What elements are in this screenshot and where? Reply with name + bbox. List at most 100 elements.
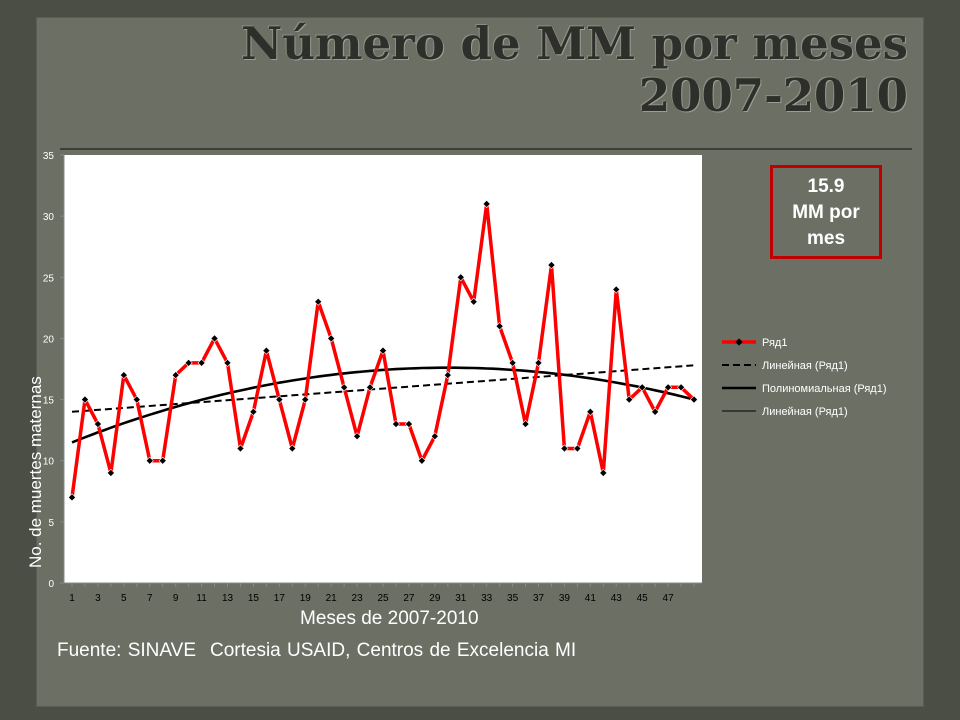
x-tick-label: 45 xyxy=(637,593,649,604)
y-tick-label: 30 xyxy=(43,212,55,223)
legend-marker xyxy=(735,338,743,346)
x-tick-label: 31 xyxy=(455,593,467,604)
linear-trendline xyxy=(71,364,695,413)
data-point xyxy=(677,383,686,392)
x-tick-label: 33 xyxy=(481,593,493,604)
data-point xyxy=(236,444,245,453)
x-tick-label: 43 xyxy=(611,593,623,604)
y-tick-label: 5 xyxy=(48,518,54,529)
data-point xyxy=(599,468,608,477)
data-point xyxy=(430,432,439,441)
y-tick-label: 15 xyxy=(43,396,55,407)
data-point xyxy=(469,297,478,306)
data-point xyxy=(171,371,180,380)
data-point xyxy=(651,407,660,416)
y-tick-label: 20 xyxy=(43,334,55,345)
data-point xyxy=(119,371,128,380)
data-point xyxy=(275,395,284,404)
y-axis-label: No. de muertes maternas xyxy=(26,376,45,568)
data-point xyxy=(689,395,699,404)
data-point xyxy=(145,456,154,465)
x-tick-label: 9 xyxy=(173,593,179,604)
y-tick-label: 35 xyxy=(43,151,55,162)
x-axis: 1 3 5 7 9 11 13 15 17 19 21 23 25 27 29 31 33 35 37 39 41 43 4… xyxy=(64,582,702,604)
data-point xyxy=(521,420,530,429)
data-point xyxy=(456,273,465,282)
data-point xyxy=(586,407,595,416)
x-tick-label: 1 xyxy=(69,593,75,604)
data-point xyxy=(443,371,452,380)
source-text: Fuente: SINAVE xyxy=(57,640,196,661)
x-tick-label: 47 xyxy=(663,593,675,604)
callout-unit: MM por xyxy=(792,202,860,223)
data-point xyxy=(482,199,491,208)
polynomial-trendline xyxy=(71,366,695,444)
data-point xyxy=(249,407,258,416)
data-point xyxy=(625,395,634,404)
x-tick-label: 37 xyxy=(533,593,545,604)
legend-label: Линейная (Ряд1) xyxy=(762,360,848,372)
x-tick-label: 27 xyxy=(403,593,415,604)
data-point xyxy=(366,383,375,392)
data-point xyxy=(184,358,193,367)
x-tick-label: 23 xyxy=(352,593,364,604)
data-point xyxy=(547,261,556,270)
x-axis-label: Meses de 2007-2010 xyxy=(300,608,479,629)
data-point xyxy=(132,395,141,404)
x-tick-label: 19 xyxy=(300,593,312,604)
data-point xyxy=(508,358,517,367)
x-tick-label: 41 xyxy=(585,593,597,604)
x-tick-label: 21 xyxy=(326,593,338,604)
x-tick-label: 15 xyxy=(248,593,260,604)
data-point xyxy=(93,420,102,429)
data-point xyxy=(197,358,206,367)
data-point xyxy=(288,444,297,453)
data-point xyxy=(638,383,647,392)
x-tick-label: 39 xyxy=(559,593,571,604)
data-point xyxy=(378,346,388,355)
callout-unit-2: mes xyxy=(806,228,846,249)
y-tick-label: 25 xyxy=(43,273,55,284)
x-tick-label: 11 xyxy=(196,593,207,604)
data-point xyxy=(417,456,426,465)
data-point xyxy=(327,334,336,343)
data-point xyxy=(210,334,219,343)
x-tick-label: 17 xyxy=(274,593,286,604)
credit-text: Cortesia USAID, Centros de Excelencia MI xyxy=(210,640,577,661)
data-point xyxy=(612,285,621,294)
x-tick-label: 7 xyxy=(147,593,153,604)
data-point xyxy=(158,456,167,465)
data-point xyxy=(404,420,413,429)
data-point xyxy=(314,297,323,306)
data-point xyxy=(80,395,89,404)
title-divider xyxy=(60,148,912,150)
data-point xyxy=(301,395,310,404)
data-point xyxy=(664,383,673,392)
data-point xyxy=(67,493,77,502)
data-point xyxy=(353,432,362,441)
x-tick-label: 35 xyxy=(507,593,519,604)
series-ryad1 xyxy=(67,199,699,502)
average-callout: 15.9 MM por mes xyxy=(770,165,882,259)
callout-value: 15.9 xyxy=(807,176,845,197)
data-point xyxy=(223,358,232,367)
data-point xyxy=(560,444,569,453)
y-tick-label: 0 xyxy=(48,579,54,590)
data-point xyxy=(391,420,400,429)
x-tick-label: 25 xyxy=(377,593,389,604)
x-tick-label: 3 xyxy=(95,593,101,604)
source-note: Fuente: SINAVE Cortesia USAID, Centros de… xyxy=(57,640,576,662)
legend-label: Ряд1 xyxy=(762,337,787,349)
y-axis: 0 5 10 15 20 25 30 35 xyxy=(43,151,65,590)
data-point xyxy=(340,383,349,392)
page-title: Número de MM por meses 2007-2010 xyxy=(241,17,908,122)
data-point xyxy=(534,358,543,367)
data-point xyxy=(262,346,271,355)
data-point xyxy=(495,322,504,331)
legend-label: Полиномиальная (Ряд1) xyxy=(762,383,887,395)
x-tick-label: 13 xyxy=(222,593,234,604)
legend-label: Линейная (Ряд1) xyxy=(762,406,848,418)
data-point xyxy=(106,468,115,477)
x-tick-label: 29 xyxy=(429,593,441,604)
